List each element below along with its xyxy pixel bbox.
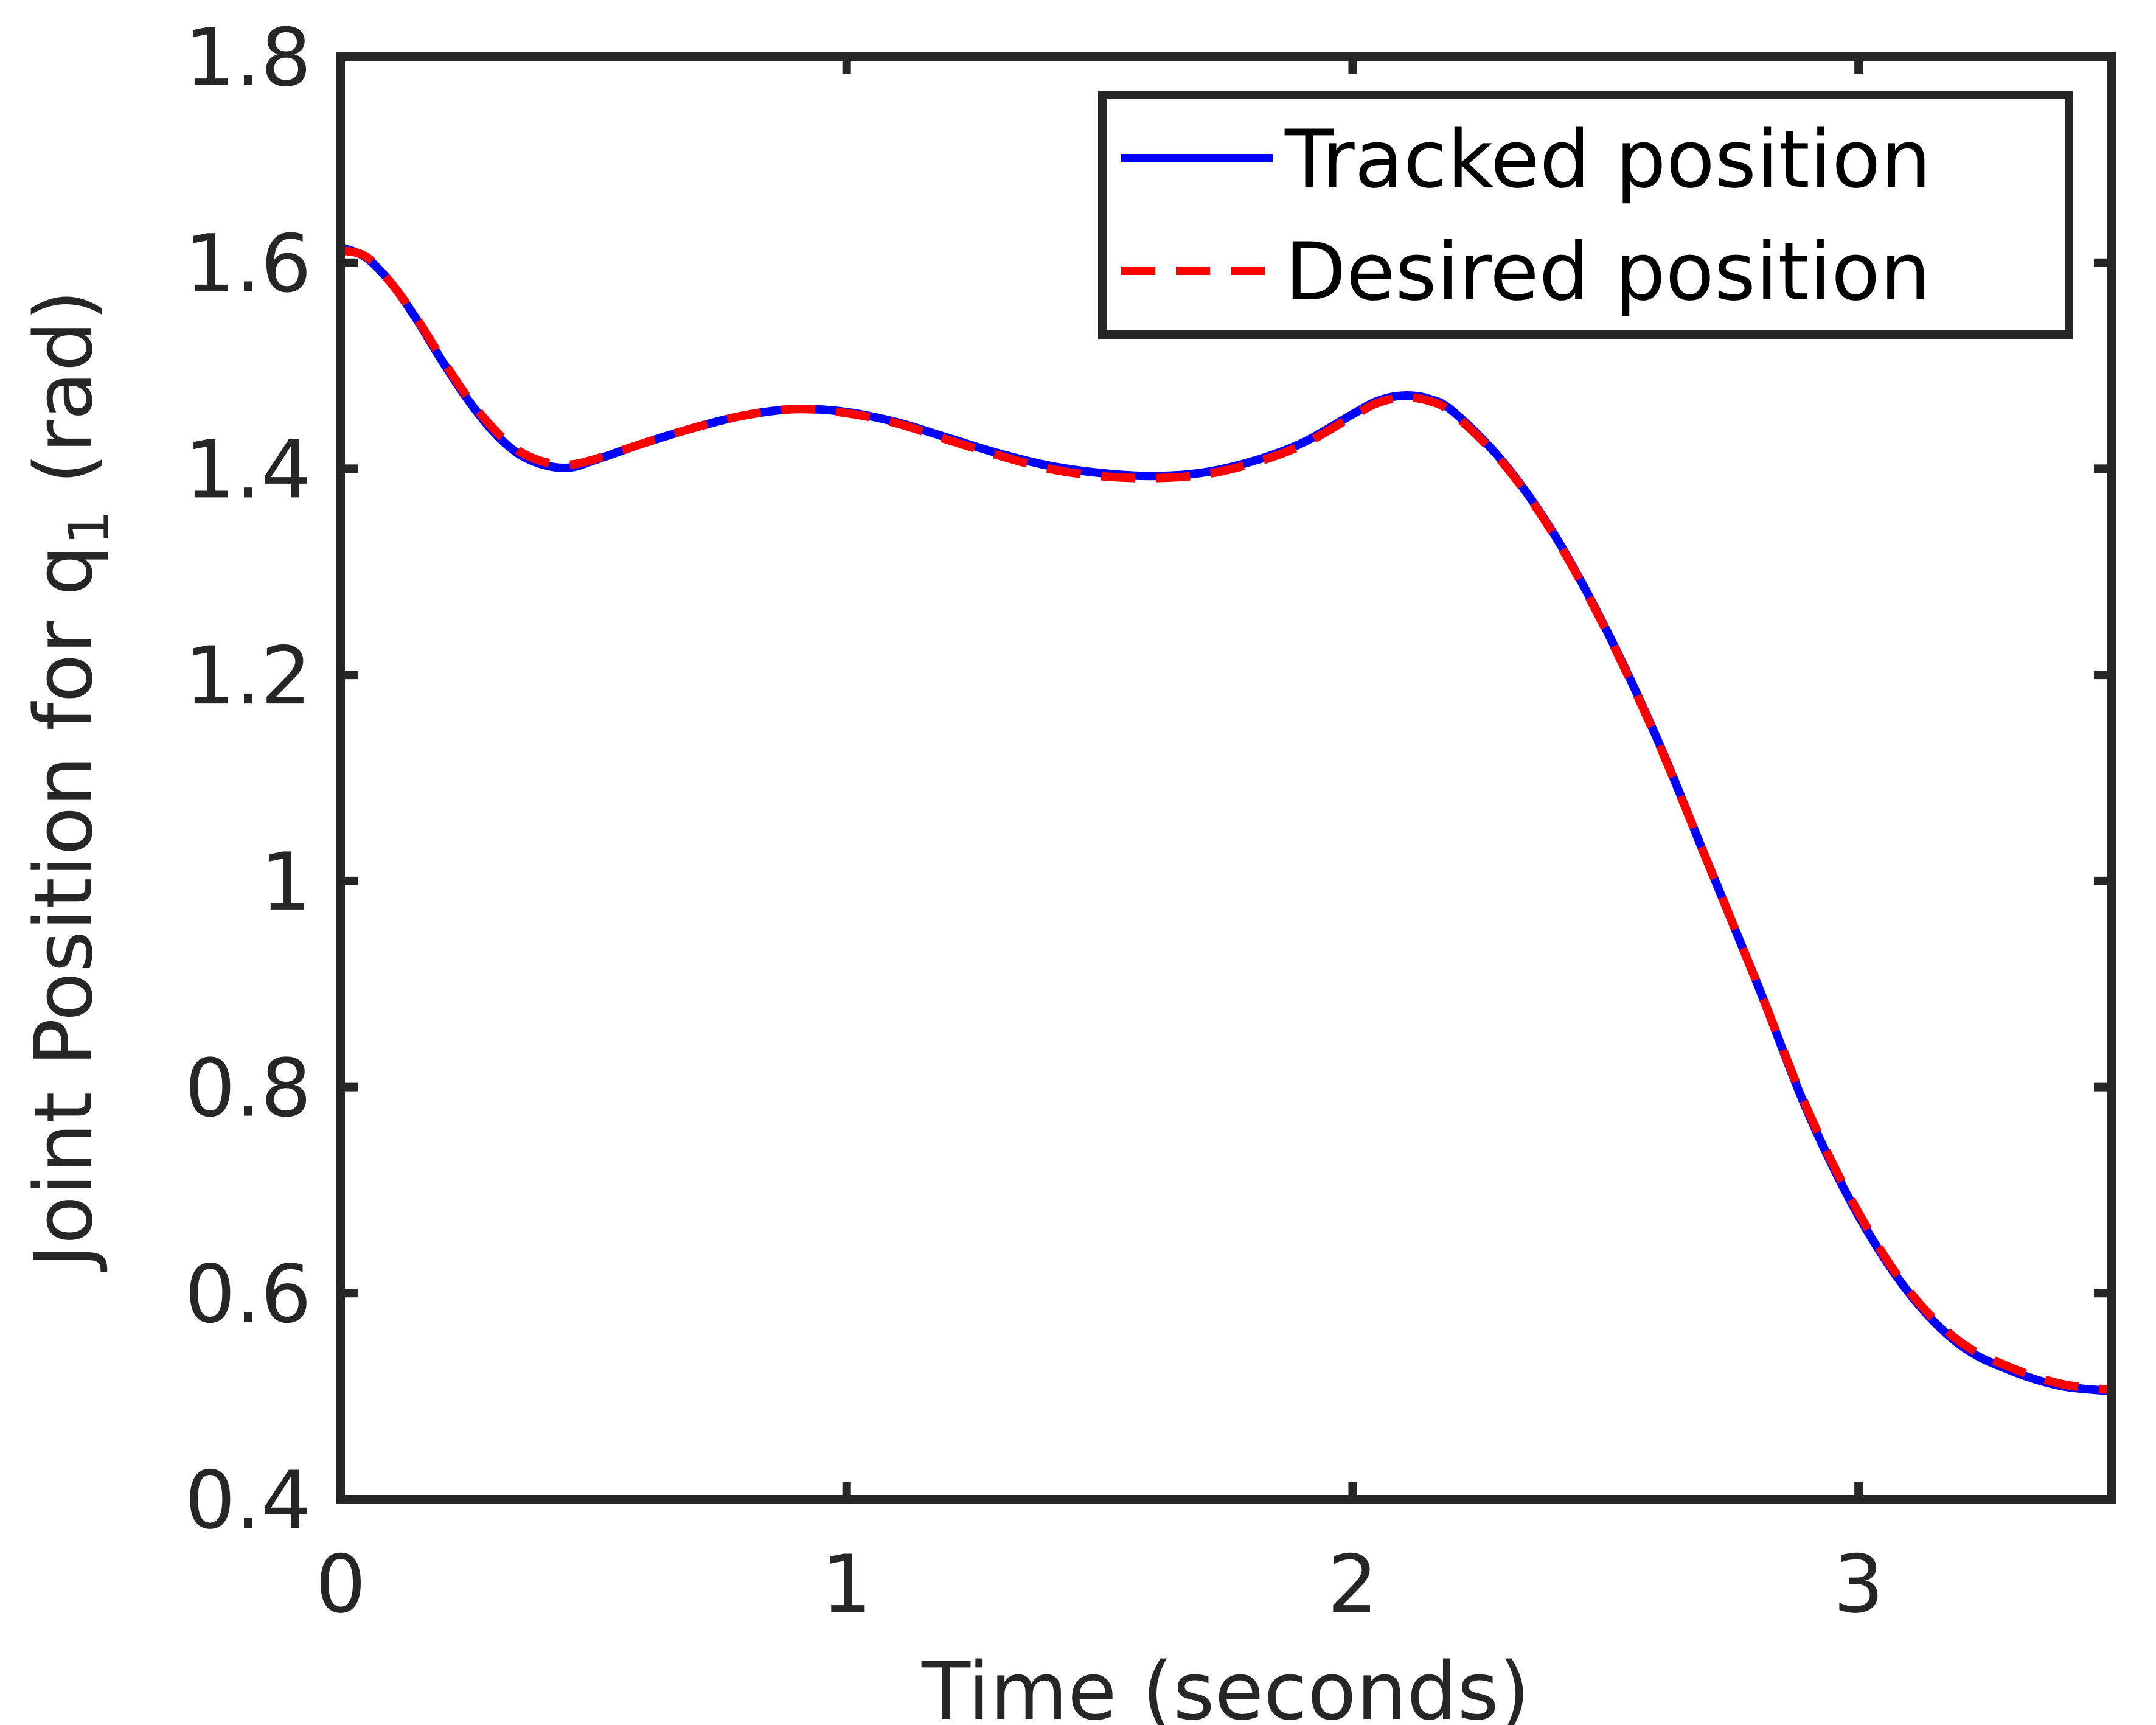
y-tick-label: 1.8	[185, 11, 311, 104]
y-axis-label: Joint Position for q1 (rad)	[17, 290, 122, 1272]
y-tick-label: 1.4	[185, 423, 311, 516]
y-axis-label-subscript: 1	[57, 509, 122, 545]
x-tick-label: 0	[315, 1538, 366, 1631]
x-tick-label: 3	[1833, 1538, 1883, 1631]
y-axis-label-unit: (rad)	[17, 290, 110, 509]
y-tick-label: 1.6	[185, 217, 311, 310]
y-tick-label: 0.4	[185, 1454, 311, 1547]
legend-label-desired: Desired position	[1285, 225, 1930, 318]
legend-box	[1098, 91, 2073, 339]
y-axis-label-main: Joint Position for q	[17, 545, 110, 1272]
legend-label-tracked: Tracked position	[1284, 113, 1931, 206]
x-axis-label: Time (seconds)	[921, 1645, 1530, 1725]
y-tick-label: 1	[261, 835, 311, 929]
series-line-desired-position	[339, 246, 2112, 1395]
y-tick-label: 0.6	[185, 1247, 311, 1340]
x-tick-label: 2	[1327, 1538, 1378, 1631]
legend: Tracked position Desired position	[1098, 91, 2073, 339]
series-layer	[339, 243, 2112, 1396]
y-tick-label: 0.8	[185, 1042, 311, 1135]
x-tick-label: 1	[821, 1538, 872, 1631]
tick-labels: 0 1 2 3 0.4 0.6 0.8 1 1.2 1.4 1.6 1.8	[185, 11, 1884, 1631]
y-tick-label: 1.2	[185, 629, 311, 722]
axes-box	[336, 52, 2116, 1504]
